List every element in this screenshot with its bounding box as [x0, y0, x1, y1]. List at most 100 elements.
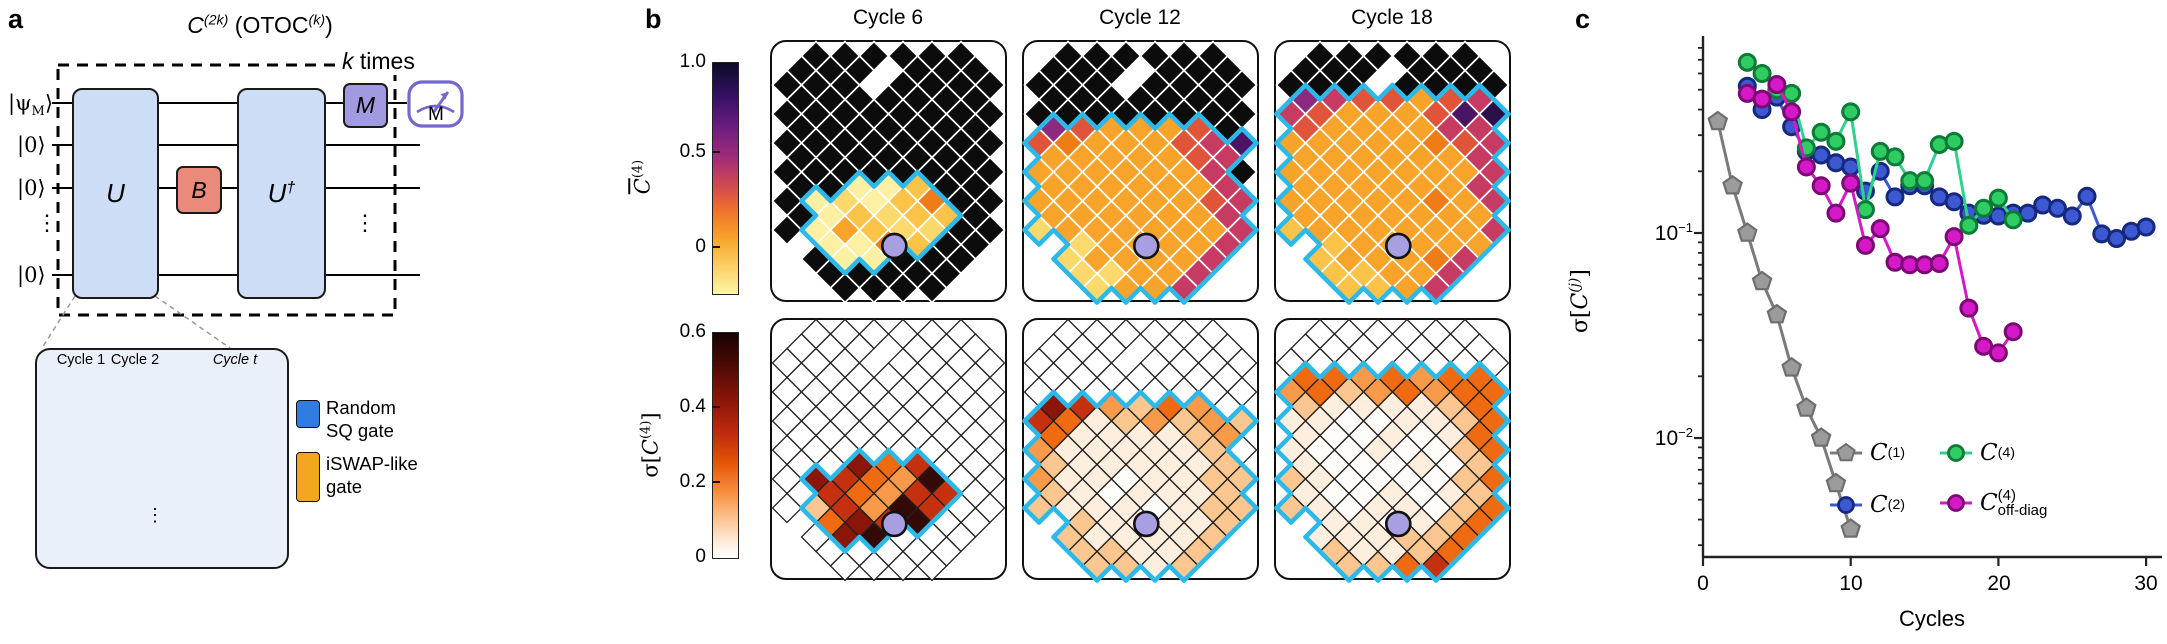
data-point — [1782, 102, 1802, 122]
legend-line: Random — [326, 397, 396, 418]
data-point — [1782, 83, 1802, 103]
gate-udag-base: U — [267, 178, 287, 208]
title-sup-k: (k) — [308, 12, 326, 29]
sigma-otoc-axis-label: σ[C(4)] — [639, 412, 663, 477]
data-point — [1810, 427, 1832, 447]
cycle18-title: Cycle 18 — [1351, 6, 1433, 29]
cbar-top-tick-1: 1.0 — [679, 51, 706, 72]
data-point — [1722, 174, 1743, 195]
gate-b: B — [176, 166, 222, 214]
gate-u: U — [72, 88, 159, 299]
series-C1 — [1707, 110, 1861, 538]
ytick-1e-1: 10−1 — [1638, 220, 1693, 246]
data-point — [1974, 198, 1994, 218]
tickmark — [712, 406, 720, 408]
ytick-base: 10 — [1654, 222, 1679, 245]
ylabel-sup: (j) — [1566, 277, 1583, 293]
legend-item-c1: C (1) — [1828, 440, 1905, 466]
data-point — [1944, 192, 1964, 212]
data-point — [1811, 145, 1831, 165]
random-sq-gate-swatch — [296, 400, 320, 428]
heatmap-box-top-cycle6 — [770, 40, 1007, 302]
gate-u-label: U — [106, 178, 125, 208]
ylabel-suffix: ] — [1568, 269, 1594, 278]
legend-c2-sup: (2) — [1887, 497, 1906, 513]
data-point — [2003, 322, 2023, 342]
data-point — [1885, 252, 1905, 272]
tickmark — [712, 151, 720, 153]
iswap-gate-swatch — [296, 452, 320, 502]
title-close: ) — [325, 12, 333, 38]
data-point — [1796, 157, 1816, 177]
data-point — [1752, 89, 1772, 109]
legend-c4-sup: (4) — [1997, 445, 2016, 461]
panel-b-letter: b — [645, 4, 662, 34]
k-times-label: k times — [338, 48, 419, 75]
data-point — [1959, 298, 1979, 318]
data-point — [1737, 222, 1758, 242]
data-point — [1781, 356, 1802, 377]
tickmark — [712, 481, 720, 483]
cbar-bot-tick-04: 0.4 — [679, 396, 706, 417]
colorbar-sigma-otoc — [712, 332, 739, 559]
gauge-m-label: M — [428, 104, 444, 125]
ytick-1e-2: 10−2 — [1638, 425, 1693, 451]
psi-ket: ⟩ — [44, 91, 54, 115]
qubit-label-psi: |ψM⟩ — [8, 91, 53, 119]
qubit-label-zero-3: |0⟩ — [17, 263, 46, 287]
data-point — [1959, 215, 1979, 235]
psi-pre: |ψ — [8, 91, 32, 115]
legend-c4-name: C — [1980, 440, 1998, 466]
data-point — [2062, 206, 2082, 226]
scatter-plot-svg — [1694, 36, 2162, 566]
data-point — [2047, 198, 2067, 218]
psi-sub: M — [31, 104, 45, 120]
data-point — [1752, 63, 1772, 83]
cbar-label-prefix: σ[ — [638, 455, 663, 478]
legend-line: iSWAP-like — [326, 453, 418, 474]
legend-item-c4: C (4) — [1938, 440, 2015, 466]
gate-b-label: B — [191, 176, 207, 203]
cycle-inset-box — [35, 348, 289, 569]
heatmap-box-bot-cycle18 — [1274, 318, 1511, 580]
circuit-title: C(2k) (OTOC(k)) — [120, 12, 400, 39]
legend-c4od-sup: (4) — [1997, 487, 2016, 504]
data-point — [1766, 303, 1788, 324]
data-point — [1825, 472, 1847, 493]
legend-c4od-name: C — [1980, 490, 1998, 516]
mean-otoc-axis-label: C(4) — [628, 160, 655, 195]
data-point — [1944, 227, 1964, 247]
legend-item-c2: C (2) — [1828, 492, 1905, 518]
data-point — [1929, 253, 1949, 273]
data-point — [1944, 131, 1964, 151]
cbar-label-C: C — [638, 439, 663, 456]
data-point — [2107, 229, 2127, 249]
data-point — [1841, 173, 1861, 193]
series-C4-off-diag — [1737, 75, 2023, 363]
heatmap-box-bot-cycle6 — [770, 318, 1007, 580]
qubit-label-zero-1: |0⟩ — [17, 133, 46, 157]
inset-dots: ⋮ — [146, 505, 164, 525]
panel-a-letter: a — [8, 4, 24, 34]
data-point — [1826, 131, 1846, 151]
data-point — [1855, 235, 1875, 255]
xtick-10: 10 — [1839, 572, 1863, 595]
xtick-30: 30 — [2134, 572, 2158, 595]
cycle2-label: Cycle 2 — [110, 352, 160, 368]
data-point — [1751, 270, 1773, 291]
measurement-gauge-icon: M — [407, 80, 464, 128]
legend-line: SQ gate — [326, 420, 394, 441]
data-point — [1737, 52, 1757, 72]
data-point — [2136, 217, 2156, 237]
legend-c1-name: C — [1870, 440, 1888, 466]
title-C: C — [187, 12, 204, 38]
gate-udag-sup: † — [286, 178, 296, 197]
data-point — [1826, 203, 1846, 223]
qubit-label-zero-2: |0⟩ — [17, 176, 46, 200]
data-point — [2003, 210, 2023, 230]
cycle12-title: Cycle 12 — [1099, 6, 1181, 29]
legend-line: gate — [326, 476, 363, 497]
cbar-label-C: C — [628, 178, 655, 195]
gate-m-label: M — [355, 92, 376, 118]
